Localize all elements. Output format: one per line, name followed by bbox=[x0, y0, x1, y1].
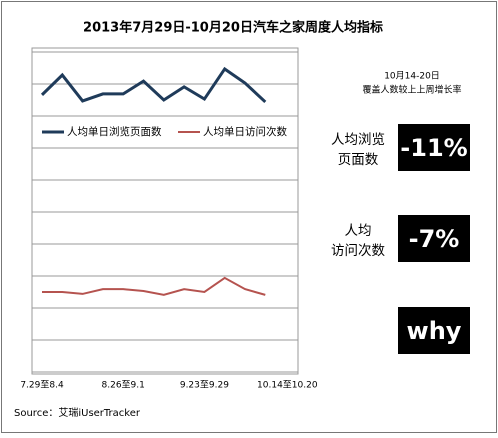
panel-value: why bbox=[407, 317, 462, 345]
panel-label: 访问次数 bbox=[331, 243, 385, 259]
value-box bbox=[398, 215, 470, 262]
panel-label: 页面数 bbox=[338, 152, 379, 168]
panel-value: -7% bbox=[409, 225, 460, 253]
x-tick-label: 9.23至9.29 bbox=[180, 380, 229, 391]
chart-title: 2013年7月29日-10月20日汽车之家周度人均指标 bbox=[83, 20, 383, 36]
x-tick-label: 7.29至8.4 bbox=[20, 380, 64, 391]
plot-frame bbox=[31, 47, 299, 375]
x-tick-label: 10.14至10.20 bbox=[257, 380, 318, 391]
legend-box bbox=[36, 122, 294, 142]
series-line bbox=[42, 276, 266, 296]
panel-header: 10月14-20日 bbox=[384, 71, 440, 82]
legend-label: 人均单日浏览页面数 bbox=[67, 125, 162, 138]
panel-header: 覆盖人数较上上周增长率 bbox=[362, 84, 461, 96]
legend-label: 人均单日访问次数 bbox=[203, 125, 287, 138]
panel-label: 人均 bbox=[345, 223, 372, 239]
source: Source：艾瑞iUserTracker bbox=[14, 407, 141, 419]
panel-label: 人均浏览 bbox=[331, 132, 385, 148]
value-box bbox=[398, 307, 470, 354]
panel-value: -11% bbox=[400, 134, 467, 162]
series-line bbox=[40, 66, 267, 104]
value-box bbox=[398, 124, 470, 171]
x-tick-label: 8.26至9.1 bbox=[102, 380, 145, 391]
